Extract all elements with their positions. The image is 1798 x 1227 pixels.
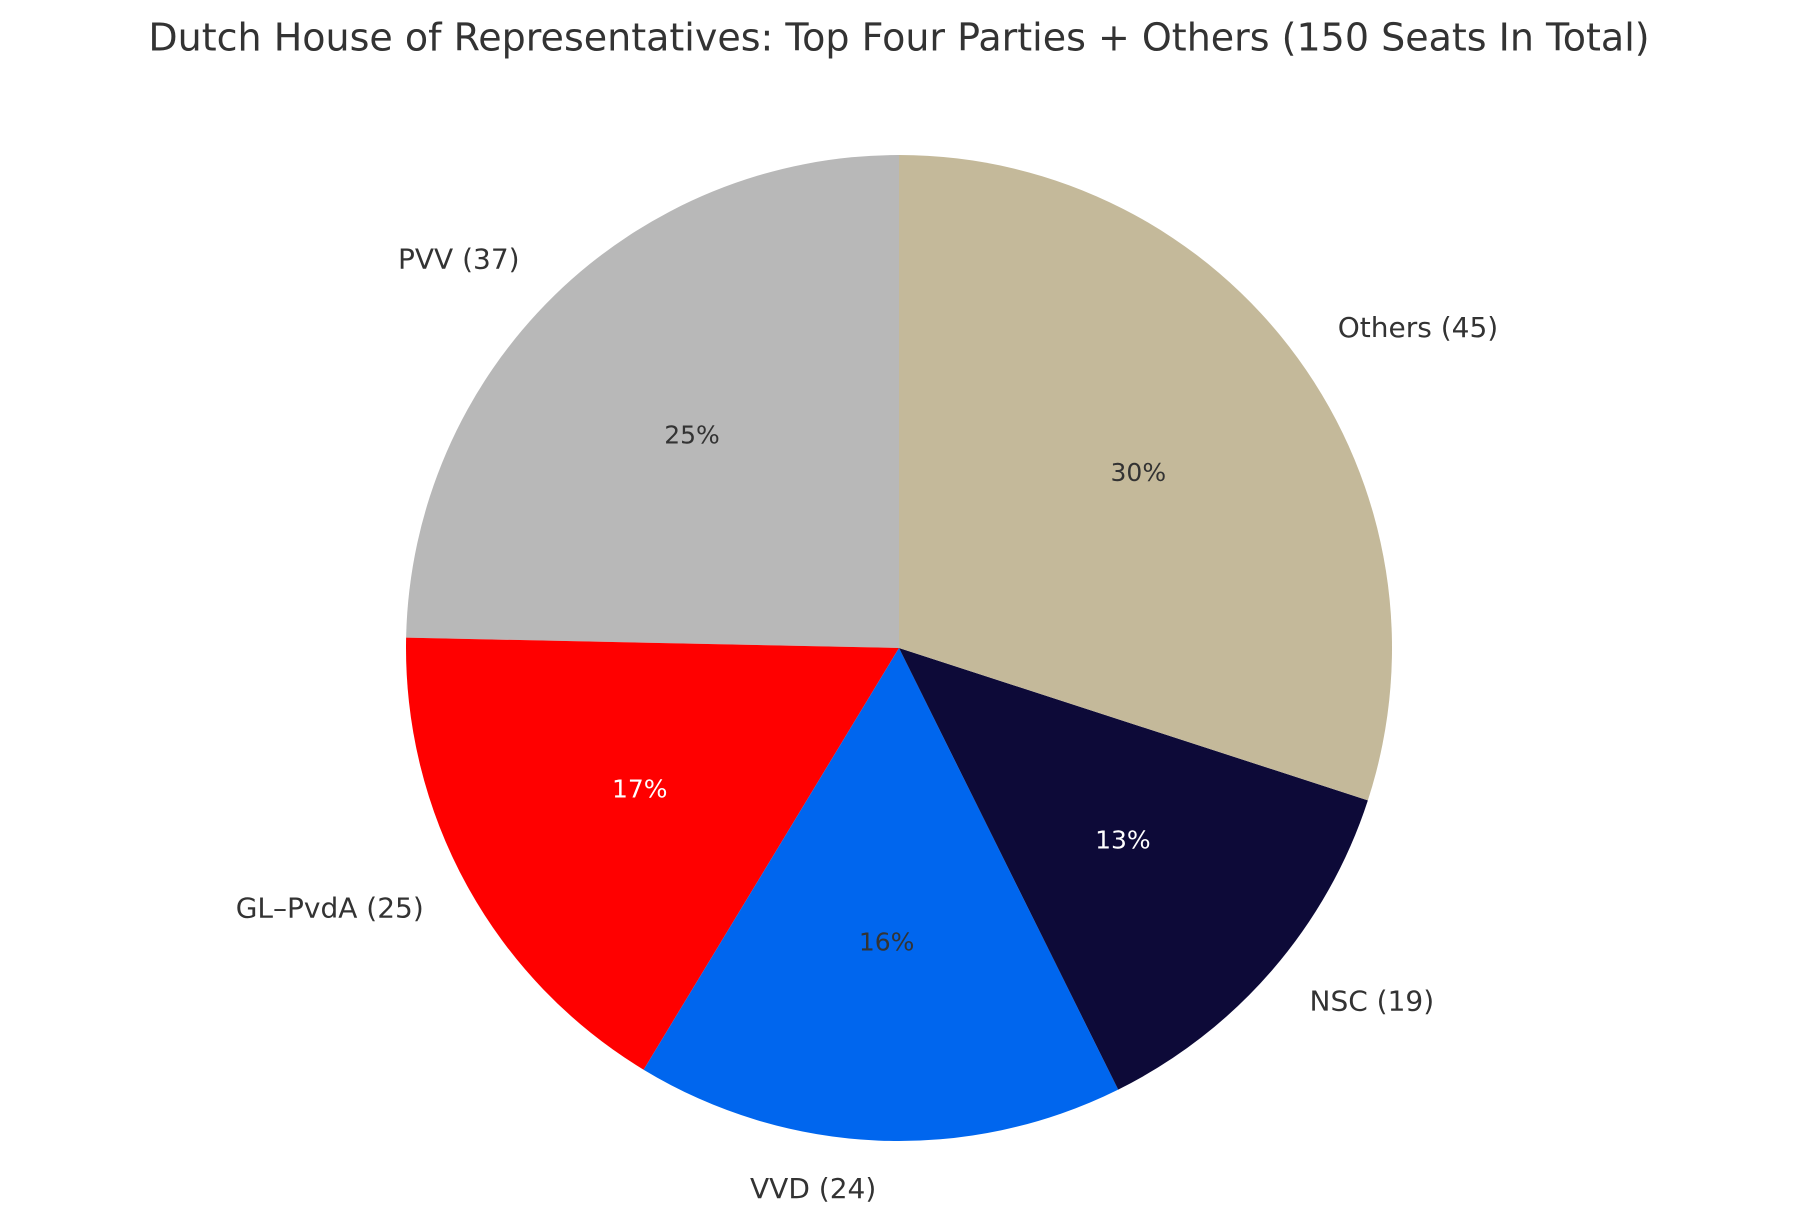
slice-label: NSC (19) [1310, 984, 1435, 1017]
percent-label: 25% [664, 421, 720, 450]
percent-label: 13% [1095, 825, 1151, 854]
pie-slice [406, 155, 899, 648]
pie-slice [899, 155, 1392, 801]
slice-label: GL–PvdA (25) [236, 891, 424, 924]
slice-label: VVD (24) [750, 1172, 876, 1205]
pie-slice [643, 648, 1119, 1142]
percent-label: 16% [859, 928, 915, 957]
pie-slice [406, 637, 899, 1070]
chart-title: Dutch House of Representatives: Top Four… [148, 16, 1649, 60]
percent-label: 30% [1111, 458, 1167, 487]
pie-slice [899, 648, 1368, 1090]
slice-label: PVV (37) [398, 243, 520, 276]
percent-label: 17% [612, 775, 668, 804]
slice-label: Others (45) [1338, 311, 1498, 344]
